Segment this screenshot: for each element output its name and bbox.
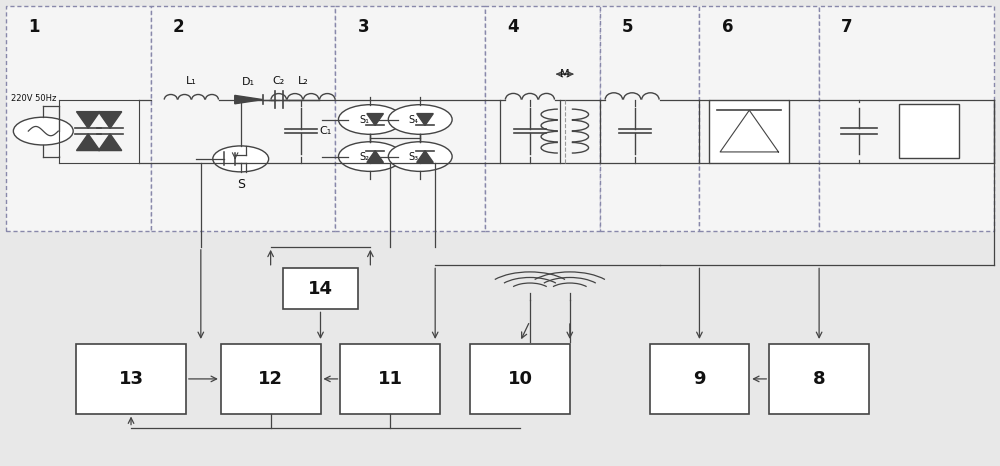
Polygon shape <box>367 114 383 125</box>
FancyBboxPatch shape <box>699 6 819 231</box>
Text: S: S <box>237 178 245 191</box>
Text: 5: 5 <box>622 18 633 36</box>
Text: 220V 50Hz: 220V 50Hz <box>11 94 57 103</box>
Text: S₄: S₄ <box>409 115 419 124</box>
Text: 8: 8 <box>813 370 825 388</box>
Text: 14: 14 <box>308 280 333 298</box>
Polygon shape <box>417 114 433 125</box>
Text: C₁: C₁ <box>319 126 332 136</box>
Circle shape <box>13 117 73 145</box>
FancyBboxPatch shape <box>151 6 335 231</box>
FancyBboxPatch shape <box>650 344 749 414</box>
Text: 6: 6 <box>722 18 733 36</box>
FancyBboxPatch shape <box>335 6 485 231</box>
Text: S₃: S₃ <box>409 151 419 162</box>
FancyBboxPatch shape <box>76 344 186 414</box>
Text: 2: 2 <box>173 18 185 36</box>
Circle shape <box>388 105 452 134</box>
FancyBboxPatch shape <box>6 6 151 231</box>
FancyBboxPatch shape <box>283 268 358 309</box>
Text: S₂: S₂ <box>359 151 369 162</box>
Text: 11: 11 <box>378 370 403 388</box>
Text: 13: 13 <box>119 370 144 388</box>
Text: 12: 12 <box>258 370 283 388</box>
Polygon shape <box>98 112 122 128</box>
Polygon shape <box>76 134 100 151</box>
Text: D₁: D₁ <box>242 77 255 87</box>
FancyBboxPatch shape <box>340 344 440 414</box>
Text: 1: 1 <box>29 18 40 36</box>
Text: L₂: L₂ <box>298 76 308 86</box>
FancyBboxPatch shape <box>709 100 789 163</box>
Polygon shape <box>417 151 433 163</box>
FancyBboxPatch shape <box>470 344 570 414</box>
Polygon shape <box>76 112 100 128</box>
Text: M: M <box>560 69 570 79</box>
FancyBboxPatch shape <box>221 344 321 414</box>
Circle shape <box>213 146 269 172</box>
FancyBboxPatch shape <box>819 6 994 231</box>
Circle shape <box>338 105 402 134</box>
Text: 10: 10 <box>507 370 532 388</box>
FancyBboxPatch shape <box>899 104 959 158</box>
Circle shape <box>388 142 452 171</box>
FancyBboxPatch shape <box>485 6 600 231</box>
Text: L₁: L₁ <box>186 76 197 86</box>
Polygon shape <box>235 96 263 104</box>
Text: 7: 7 <box>841 18 853 36</box>
Text: C₂: C₂ <box>272 76 285 86</box>
FancyBboxPatch shape <box>769 344 869 414</box>
Text: 3: 3 <box>358 18 369 36</box>
Circle shape <box>338 142 402 171</box>
FancyBboxPatch shape <box>600 6 699 231</box>
Polygon shape <box>98 134 122 151</box>
Text: 4: 4 <box>507 18 519 36</box>
Text: S₁: S₁ <box>359 115 369 124</box>
Text: 9: 9 <box>693 370 706 388</box>
Polygon shape <box>367 151 383 163</box>
